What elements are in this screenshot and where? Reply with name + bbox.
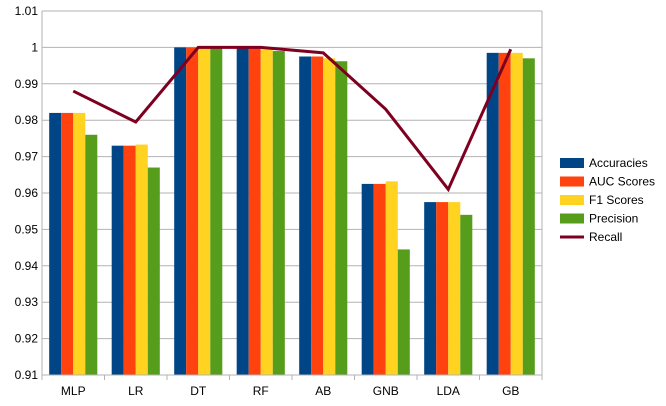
axes <box>41 11 543 380</box>
bar-precision-rf <box>272 51 285 375</box>
legend-swatch-precision <box>560 213 584 224</box>
legend-swatch-accuracies <box>560 158 584 168</box>
bar-precision-lda <box>460 214 473 375</box>
bar-auc-scores-mlp <box>61 112 74 376</box>
x-tick-label: AB <box>315 384 331 398</box>
x-tick-label: GNB <box>373 384 399 398</box>
bar-auc-scores-gb <box>498 52 511 376</box>
y-tick-label: 0.97 <box>15 150 39 164</box>
bar-accuracies-gb <box>486 52 499 376</box>
bar-precision-ab <box>335 61 348 376</box>
y-tick-labels: 0.91 0.92 0.93 0.94 0.95 0.96 0.97 0.98 0.99 1 1.0… <box>15 4 39 382</box>
bar-auc-scores-rf <box>248 47 261 376</box>
bar-auc-scores-ab <box>311 56 324 375</box>
legend-label-auc-scores: AUC Scores <box>589 175 655 189</box>
x-tick-label: LR <box>128 384 144 398</box>
bar-f1-scores-gb <box>510 52 523 376</box>
bar-f1-scores-lr <box>135 144 148 375</box>
x-tick-label: LDA <box>437 384 460 398</box>
bar-f1-scores-gnb <box>385 181 398 375</box>
bar-accuracies-lda <box>424 202 437 375</box>
bars <box>49 47 535 376</box>
y-tick-label: 0.91 <box>15 368 39 382</box>
y-tick-label: 0.96 <box>15 186 39 200</box>
line-recall <box>72 45 513 193</box>
bar-f1-scores-mlp <box>73 112 86 376</box>
bar-f1-scores-rf <box>260 49 273 375</box>
bar-precision-dt <box>210 47 223 376</box>
bar-accuracies-gnb <box>361 183 374 375</box>
bar-accuracies-rf <box>236 47 249 376</box>
y-tick-label: 0.99 <box>15 77 39 91</box>
bar-auc-scores-dt <box>186 47 199 376</box>
legend-label-f1-scores: F1 Scores <box>589 193 644 207</box>
bar-precision-gnb <box>397 249 410 375</box>
bar-auc-scores-lr <box>123 145 136 375</box>
y-tick-label: 0.92 <box>15 332 39 346</box>
legend-label-precision: Precision <box>589 212 638 226</box>
bar-precision-gb <box>522 58 535 375</box>
bar-f1-scores-lda <box>448 202 461 375</box>
bar-precision-lr <box>147 167 160 375</box>
bar-f1-scores-dt <box>198 47 211 376</box>
x-tick-label: MLP <box>61 384 86 398</box>
legend-label-accuracies: Accuracies <box>589 156 648 170</box>
y-tick-label: 1.01 <box>15 4 39 18</box>
y-tick-label: 1 <box>31 40 38 54</box>
y-tick-label: 0.94 <box>15 259 39 273</box>
legend: Accuracies AUC Scores F1 Scores Precision Re… <box>560 156 655 244</box>
legend-swatch-f1-scores <box>560 195 584 205</box>
legend-swatch-auc-scores <box>560 176 584 187</box>
bar-auc-scores-gnb <box>373 183 386 375</box>
bar-auc-scores-lda <box>436 202 449 375</box>
bar-precision-mlp <box>85 134 98 375</box>
x-tick-labels: MLP LR DT RF AB GNB LDA GB <box>61 384 520 398</box>
bar-accuracies-lr <box>111 145 124 375</box>
y-tick-label: 0.93 <box>15 295 39 309</box>
bar-accuracies-dt <box>174 47 187 376</box>
x-tick-label: RF <box>253 384 269 398</box>
x-tick-label: DT <box>190 384 207 398</box>
bar-f1-scores-ab <box>323 58 336 375</box>
bar-accuracies-mlp <box>49 112 62 376</box>
bar-accuracies-ab <box>299 56 312 375</box>
y-tick-label: 0.98 <box>15 113 39 127</box>
legend-label-recall: Recall <box>589 230 622 244</box>
recall-line-group <box>72 45 513 193</box>
y-tick-label: 0.95 <box>15 222 39 236</box>
x-tick-label: GB <box>502 384 519 398</box>
